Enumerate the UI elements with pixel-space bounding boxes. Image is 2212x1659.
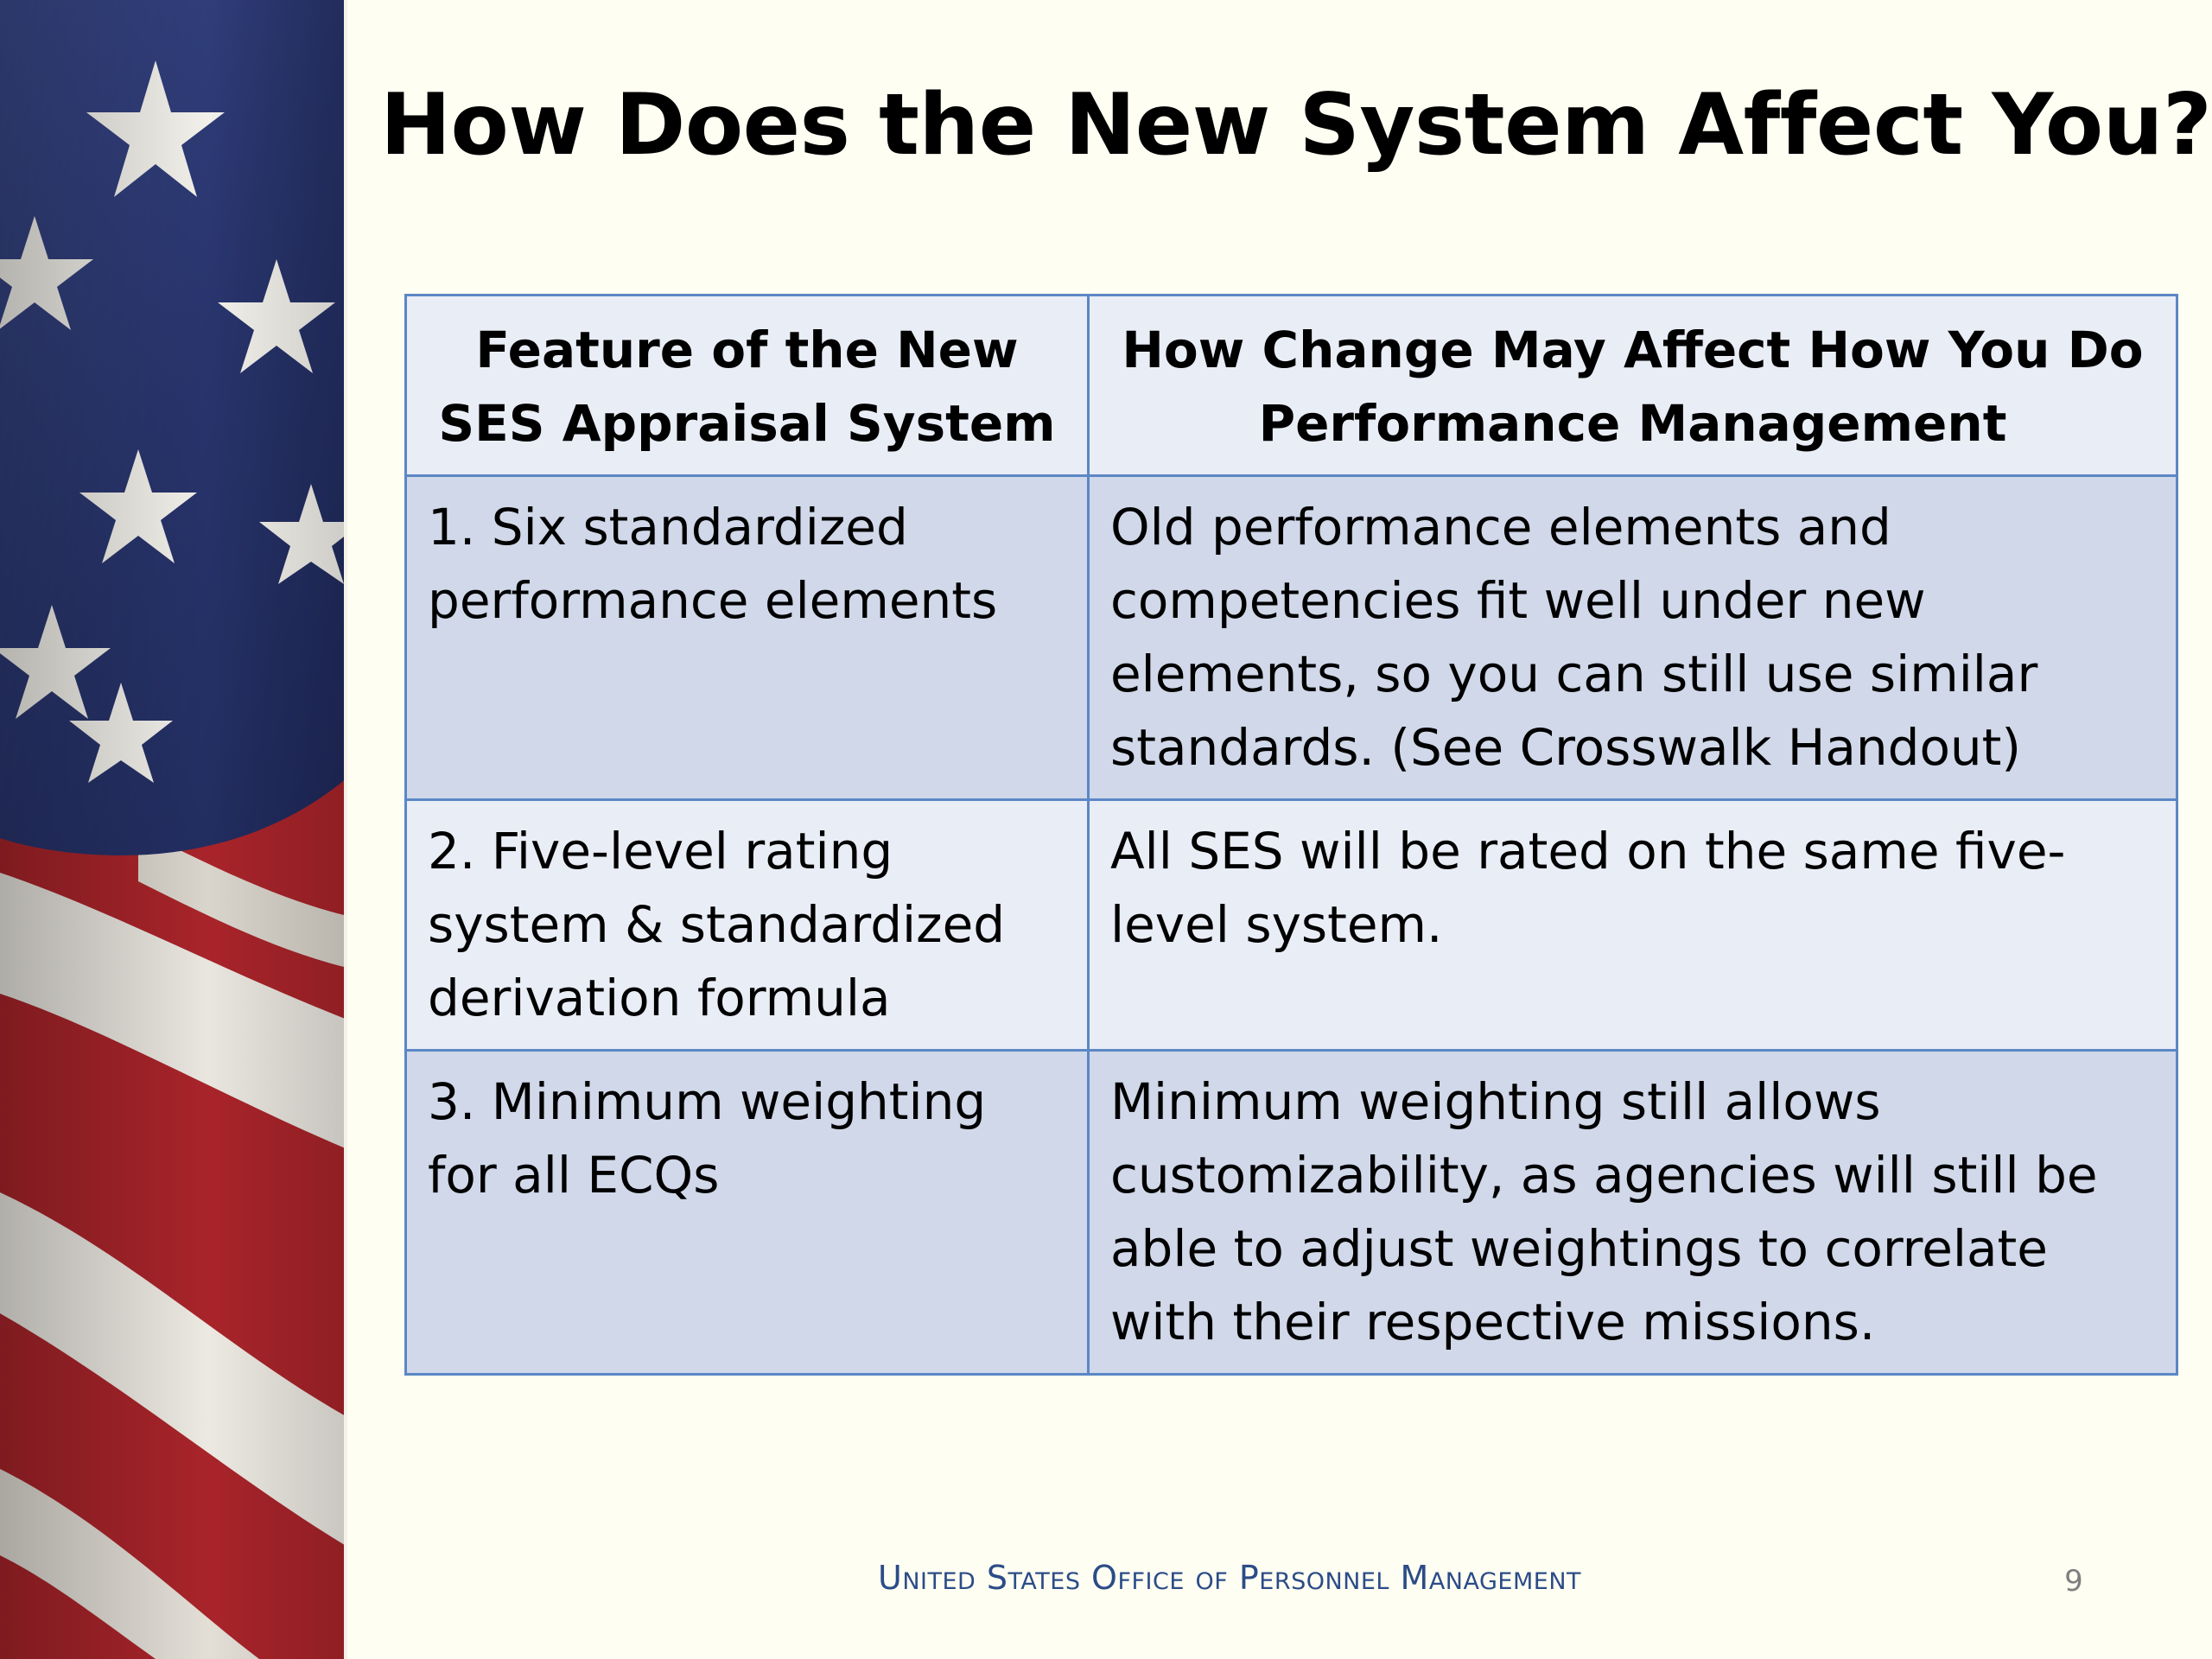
footer-organization: United States Office of Personnel Manage… — [878, 1559, 1582, 1597]
effect-cell: Minimum weighting still allows customiza… — [1087, 1049, 2178, 1376]
features-table: Feature of the New SES Appraisal System … — [404, 294, 2178, 1376]
page-number: 9 — [2064, 1564, 2083, 1599]
table-row: 1. Six standardized performance elements… — [404, 474, 2178, 801]
flag-graphic — [0, 0, 347, 1659]
header-feature: Feature of the New SES Appraisal System — [404, 294, 1090, 477]
feature-cell: 2. Five-level rating system & standardiz… — [404, 798, 1090, 1052]
effect-cell: Old performance elements and competencie… — [1087, 474, 2178, 801]
american-flag-image — [0, 0, 347, 1659]
table-row: 3. Minimum weighting for all ECQs Minimu… — [404, 1049, 2178, 1376]
table-header-row: Feature of the New SES Appraisal System … — [404, 294, 2178, 477]
feature-cell: 1. Six standardized performance elements — [404, 474, 1090, 801]
slide-title: How Does the New System Affect You? — [380, 76, 2212, 175]
feature-cell: 3. Minimum weighting for all ECQs — [404, 1049, 1090, 1376]
table-row: 2. Five-level rating system & standardiz… — [404, 798, 2178, 1052]
effect-cell: All SES will be rated on the same five-l… — [1087, 798, 2178, 1052]
header-effect: How Change May Affect How You Do Perform… — [1087, 294, 2178, 477]
